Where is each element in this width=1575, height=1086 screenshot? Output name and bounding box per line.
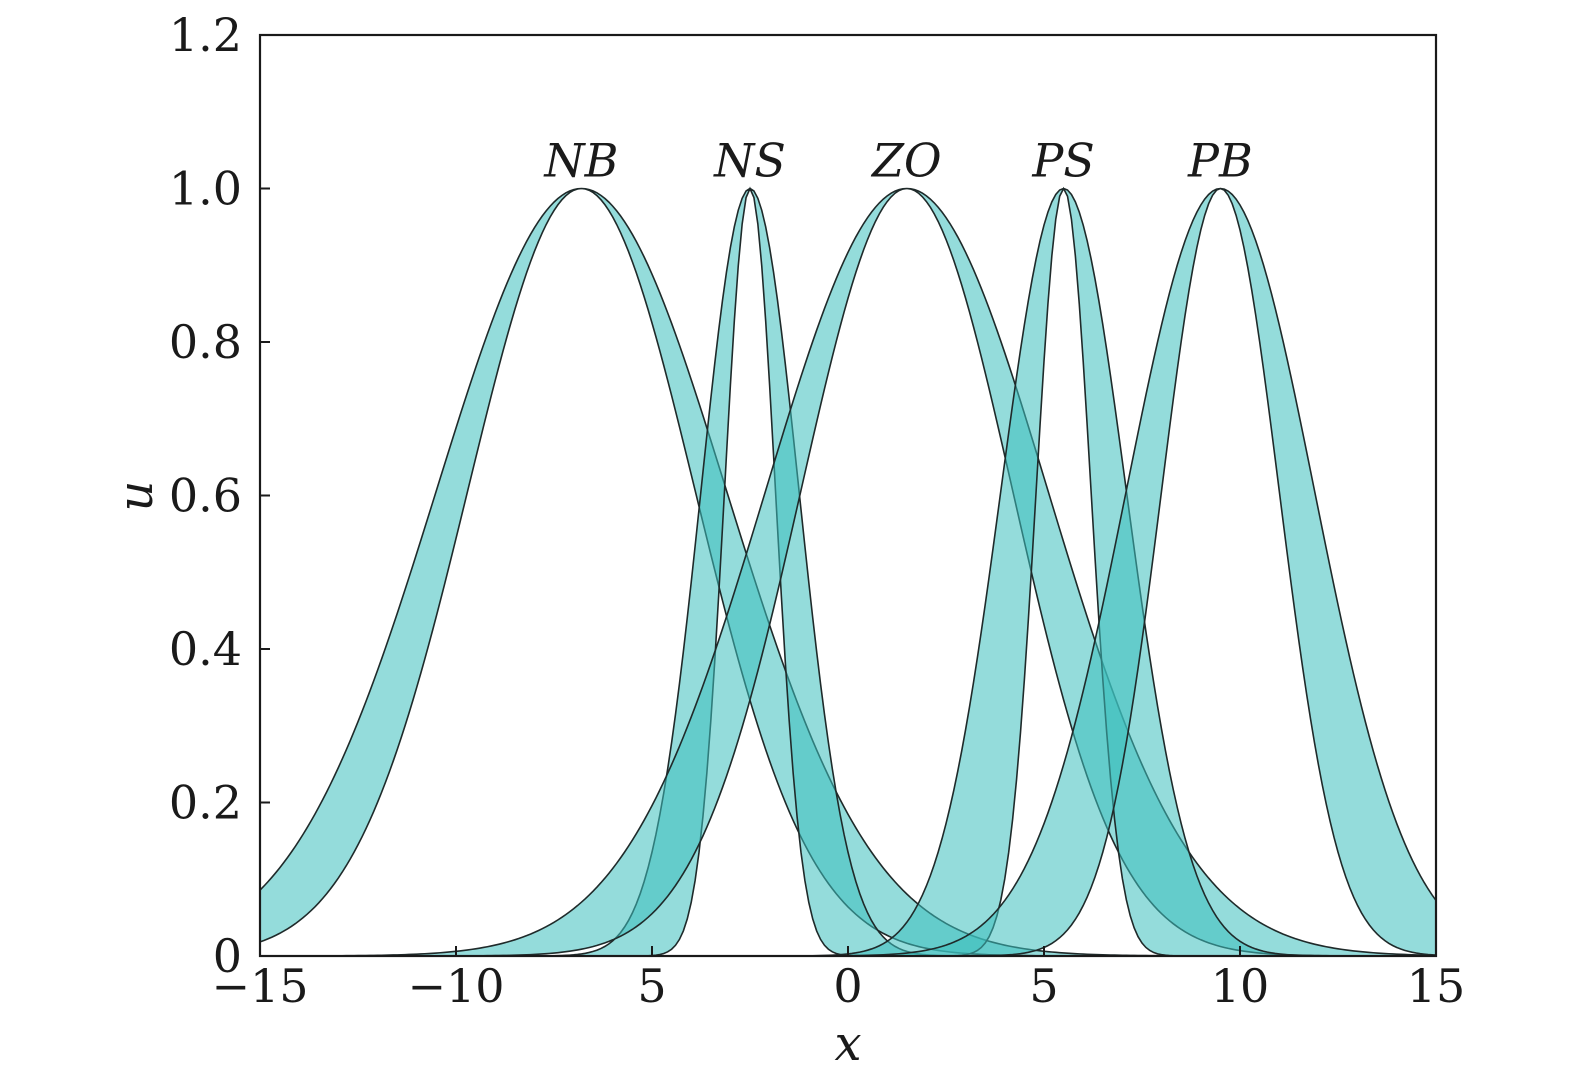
y-tick-label: 0.8	[169, 315, 242, 369]
y-tick-label: 1.0	[169, 162, 242, 216]
y-tick-label: 0.6	[169, 469, 242, 523]
y-tick-label: 0.2	[169, 776, 242, 830]
label-pb: PB	[1187, 134, 1253, 188]
label-ns: NS	[713, 134, 786, 188]
x-tick-label: 15	[1407, 959, 1466, 1013]
x-tick-label: 0	[833, 959, 862, 1013]
y-axis-title: u	[108, 481, 164, 512]
label-nb: NB	[543, 134, 618, 188]
band-layer	[259, 186, 1437, 957]
x-tick-label: −10	[407, 959, 504, 1013]
x-tick-label: −15	[211, 959, 308, 1013]
label-zo: ZO	[870, 134, 942, 188]
x-tick-label: 5	[637, 959, 666, 1013]
y-tick-label: 0	[213, 929, 242, 983]
x-tick-label: 5	[1029, 959, 1058, 1013]
x-axis: −15 −10 5 0 5 10 15	[211, 946, 1465, 1013]
y-tick-label: 1.2	[169, 8, 242, 62]
x-tick-label: 10	[1211, 959, 1270, 1013]
label-ps: PS	[1031, 134, 1094, 188]
membership-label-layer: NB NS ZO PS PB	[543, 134, 1252, 188]
x-axis-title: x	[834, 1016, 861, 1072]
y-tick-label: 0.4	[169, 622, 242, 676]
y-axis: 0 0.2 0.4 0.6 0.8 1.0 1.2	[169, 8, 270, 983]
